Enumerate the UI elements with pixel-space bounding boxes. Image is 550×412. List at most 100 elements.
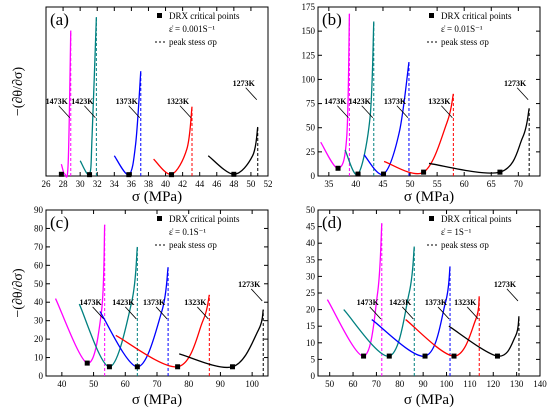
temperature-label: 1373K — [384, 97, 407, 106]
label-arrow — [361, 105, 374, 119]
x-tick-label: 60 — [349, 379, 359, 389]
x-tick-label: 40 — [57, 379, 67, 389]
legend-peak-label: peak stess σp — [441, 240, 489, 250]
drx-critical-point — [361, 353, 367, 359]
y-tick-label: 40 — [306, 238, 316, 248]
legend-marker-label: DRX critical points — [441, 11, 512, 21]
x-tick-label: 38 — [144, 179, 154, 189]
y-tick-label: 45 — [306, 222, 316, 232]
chart-panel-d: 50 60 70 80 90 100 110 120 130 140 0 5 10 15 20 25 30 35 4… — [306, 205, 547, 408]
label-arrow — [128, 105, 141, 119]
x-tick-label: 100 — [245, 379, 259, 389]
chart-panel-a: 26 28 30 32 34 36 38 40 42 44 46 48 50 52 σ (MPa) −(∂θ/… — [11, 6, 273, 205]
y-tick-label: 20 — [34, 334, 44, 344]
label-arrow — [466, 306, 479, 320]
y-tick-label: 10 — [306, 338, 316, 348]
series-1273K: 1273K — [179, 280, 264, 376]
label-arrow — [401, 306, 414, 320]
series-1323K: 1323K — [383, 93, 455, 176]
x-tick-label: 36 — [127, 179, 137, 189]
series-1423K: 1423K — [71, 17, 98, 178]
temperature-label: 1273K — [233, 79, 256, 88]
temperature-label: 1423K — [349, 97, 372, 106]
drx-critical-point — [421, 169, 427, 175]
x-axis-label: σ (MPa) — [132, 189, 182, 205]
y-tick-label: 50 — [306, 123, 316, 133]
series-line — [207, 126, 259, 175]
series-line — [179, 309, 264, 369]
temperature-label: 1273K — [238, 280, 261, 289]
temperature-label: 1323K — [184, 298, 207, 307]
series-line — [371, 266, 451, 357]
legend: DRX critical points ε̇ = 0.01S⁻¹ peak stes… — [427, 11, 512, 47]
x-tick-label: 50 — [325, 379, 335, 389]
drx-critical-point — [231, 171, 237, 177]
series-1273K: 1273K — [207, 79, 259, 177]
x-tick-label: 48 — [229, 179, 239, 189]
series-1473K: 1473K — [46, 30, 72, 178]
series-line — [448, 316, 520, 357]
series-line — [383, 93, 455, 175]
series-1323K: 1323K — [405, 296, 480, 376]
x-tick-label: 100 — [440, 379, 454, 389]
temperature-label: 1273K — [494, 280, 517, 289]
x-tick-label: 90 — [419, 379, 429, 389]
x-tick-label: 70 — [514, 179, 524, 189]
y-tick-label: 5 — [311, 354, 316, 364]
y-tick-label: 30 — [34, 316, 44, 326]
y-tick-label: 175 — [302, 2, 316, 12]
drx-critical-point — [381, 171, 387, 177]
x-tick-label: 28 — [59, 179, 69, 189]
series-1373K: 1373K — [371, 266, 451, 376]
x-tick-label: 120 — [487, 379, 501, 389]
temperature-label: 1373K — [116, 97, 139, 106]
series-1273K: 1273K — [448, 280, 520, 376]
y-tick-label: 40 — [34, 297, 44, 307]
legend-marker — [157, 216, 162, 221]
series-1473K: 1473K — [320, 13, 351, 176]
panel-label: (d) — [322, 213, 342, 232]
x-tick-label: 30 — [76, 179, 86, 189]
legend-strain-rate: ε̇ = 0.1S⁻¹ — [169, 227, 206, 237]
label-arrow — [250, 288, 263, 302]
series-1373K: 1373K — [113, 71, 142, 178]
temperature-label: 1473K — [46, 97, 69, 106]
label-arrow — [396, 105, 409, 119]
drx-critical-point — [229, 364, 235, 370]
x-axis-label: σ (MPa) — [404, 189, 454, 205]
legend-marker — [157, 13, 162, 18]
drx-critical-point — [422, 353, 428, 359]
x-tick-label: 50 — [406, 179, 416, 189]
x-tick-label: 65 — [487, 179, 497, 189]
drx-critical-point — [134, 364, 140, 370]
series-1373K: 1373K — [363, 61, 410, 177]
drx-critical-point — [335, 165, 341, 171]
x-axis-label: σ (MPa) — [132, 392, 182, 408]
series-line — [115, 294, 210, 368]
series-line — [326, 223, 383, 357]
plot-frame — [45, 6, 269, 177]
x-axis-label: σ (MPa) — [404, 392, 454, 408]
legend-peak-label: peak stess σp — [169, 37, 217, 47]
y-tick-label: 100 — [302, 74, 316, 84]
x-tick-label: 50 — [246, 179, 256, 189]
x-tick-label: 40 — [161, 179, 171, 189]
panel-label: (b) — [322, 10, 342, 29]
drx-critical-point — [84, 360, 90, 366]
y-tick-label: 35 — [306, 255, 316, 265]
drx-critical-point — [355, 171, 361, 177]
label-arrow — [516, 87, 529, 101]
series-line — [99, 267, 169, 368]
x-tick-label: 90 — [216, 379, 226, 389]
series-1423K: 1423K — [344, 21, 375, 177]
series-1323K: 1323K — [115, 294, 210, 376]
series-line — [60, 30, 72, 178]
drx-critical-point — [175, 364, 181, 370]
series-1473K: 1473K — [54, 224, 106, 376]
y-tick-label: 0 — [311, 371, 316, 381]
x-tick-label: 32 — [93, 179, 102, 189]
temperature-label: 1423K — [389, 298, 412, 307]
x-tick-label: 70 — [372, 379, 382, 389]
y-tick-label: 75 — [306, 99, 316, 109]
